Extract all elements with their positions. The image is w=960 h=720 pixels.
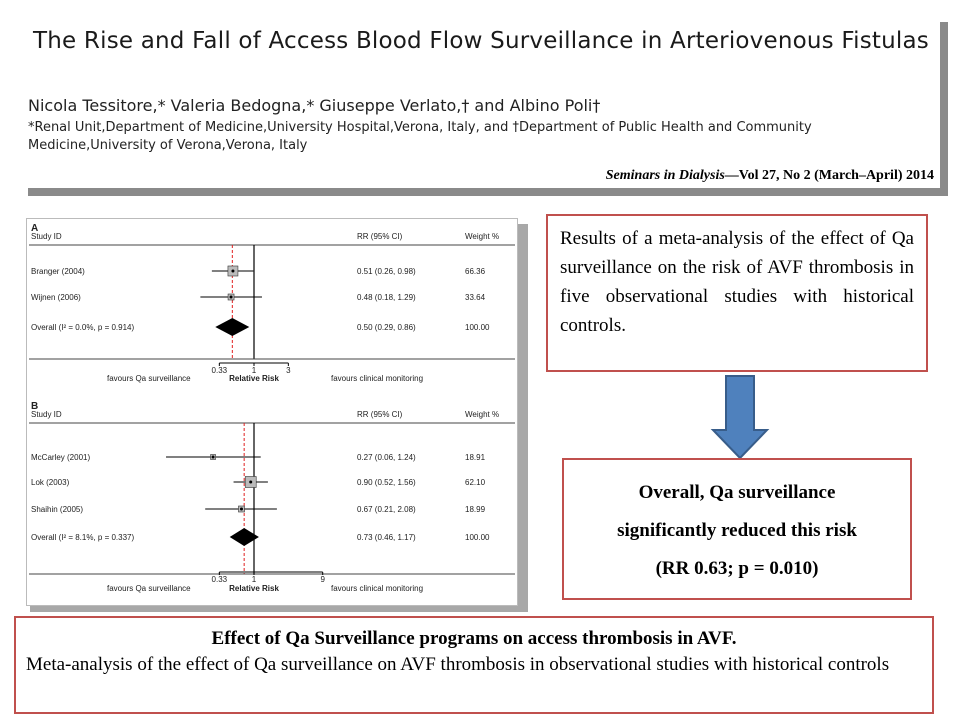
overall-diamond xyxy=(215,318,250,336)
study-id-header: Study ID xyxy=(31,410,62,419)
x-tick-label: 1 xyxy=(252,575,257,584)
panel-A-letter: A xyxy=(31,223,38,234)
study-label: Shaihin (2005) xyxy=(31,505,83,514)
weight-text: 18.99 xyxy=(465,505,486,514)
journal-name: Seminars in Dialysis xyxy=(605,168,725,183)
point-estimate xyxy=(229,295,233,299)
overall-weight-text: 100.00 xyxy=(465,533,490,542)
citation: Seminars in Dialysis—Vol 27, No 2 (March… xyxy=(606,168,934,184)
x-tick-label: 0.33 xyxy=(212,366,228,375)
overall-label: Overall (I² = 8.1%, p = 0.337) xyxy=(31,533,134,542)
x-tick-label: 9 xyxy=(320,575,325,584)
paper-header: The Rise and Fall of Access Blood Flow S… xyxy=(22,16,940,188)
weight-text: 62.10 xyxy=(465,478,486,487)
overall-diamond xyxy=(229,528,259,546)
point-estimate xyxy=(231,269,235,273)
paper-title: The Rise and Fall of Access Blood Flow S… xyxy=(33,28,929,54)
weight-header: Weight % xyxy=(465,232,499,241)
rr-header: RR (95% CI) xyxy=(357,232,403,241)
results-box: Results of a meta-analysis of the effect… xyxy=(546,214,928,372)
x-right-label: favours clinical monitoring xyxy=(331,374,423,383)
point-estimate xyxy=(249,480,253,484)
study-label: Wijnen (2006) xyxy=(31,293,81,302)
weight-text: 33.64 xyxy=(465,293,486,302)
results-text: Results of a meta-analysis of the effect… xyxy=(560,228,914,336)
overall-ci-text: 0.50 (0.29, 0.86) xyxy=(357,323,416,332)
point-estimate xyxy=(211,455,215,459)
overall-label: Overall (I² = 0.0%, p = 0.914) xyxy=(31,323,134,332)
down-arrow-icon xyxy=(710,375,770,460)
study-label: McCarley (2001) xyxy=(31,453,90,462)
study-id-header: Study ID xyxy=(31,232,62,241)
conclusion-line-2: significantly reduced this risk xyxy=(617,520,857,541)
panel-B-letter: B xyxy=(31,401,38,412)
study-label: Branger (2004) xyxy=(31,267,85,276)
weight-text: 18.91 xyxy=(465,453,486,462)
x-left-label: favours Qa surveillance xyxy=(107,584,191,593)
x-axis-label: Relative Risk xyxy=(229,584,279,593)
x-tick-label: 0.33 xyxy=(212,575,228,584)
conclusion-line-1: Overall, Qa surveillance xyxy=(638,482,836,503)
caption-title: Effect of Qa Surveillance programs on ac… xyxy=(211,628,737,649)
journal-issue: —Vol 27, No 2 (March–April) 2014 xyxy=(724,168,934,183)
ci-text: 0.67 (0.21, 2.08) xyxy=(357,505,416,514)
forest-plot-figure: A Study ID RR (95% CI) Weight % Branger (200… xyxy=(26,218,518,606)
weight-header: Weight % xyxy=(465,410,499,419)
ci-text: 0.90 (0.52, 1.56) xyxy=(357,478,416,487)
caption-text: Meta-analysis of the effect of Qa survei… xyxy=(26,654,890,675)
authors: Nicola Tessitore,* Valeria Bedogna,* Giu… xyxy=(28,96,601,115)
rr-header: RR (95% CI) xyxy=(357,410,403,419)
overall-weight-text: 100.00 xyxy=(465,323,490,332)
ci-text: 0.48 (0.18, 1.29) xyxy=(357,293,416,302)
conclusion-line-3: (RR 0.63; p = 0.010) xyxy=(655,558,819,579)
weight-text: 66.36 xyxy=(465,267,486,276)
ci-text: 0.51 (0.26, 0.98) xyxy=(357,267,416,276)
conclusion-box: Overall, Qa surveillance significantly r… xyxy=(562,458,912,600)
point-estimate xyxy=(239,507,243,511)
x-right-label: favours clinical monitoring xyxy=(331,584,423,593)
caption-box: Effect of Qa Surveillance programs on ac… xyxy=(14,616,934,714)
x-tick-label: 1 xyxy=(252,366,257,375)
x-axis-label: Relative Risk xyxy=(229,374,279,383)
ci-text: 0.27 (0.06, 1.24) xyxy=(357,453,416,462)
overall-ci-text: 0.73 (0.46, 1.17) xyxy=(357,533,416,542)
x-tick-label: 3 xyxy=(286,366,291,375)
x-left-label: favours Qa surveillance xyxy=(107,374,191,383)
study-label: Lok (2003) xyxy=(31,478,70,487)
affiliations: *Renal Unit,Department of Medicine,Unive… xyxy=(28,120,812,153)
